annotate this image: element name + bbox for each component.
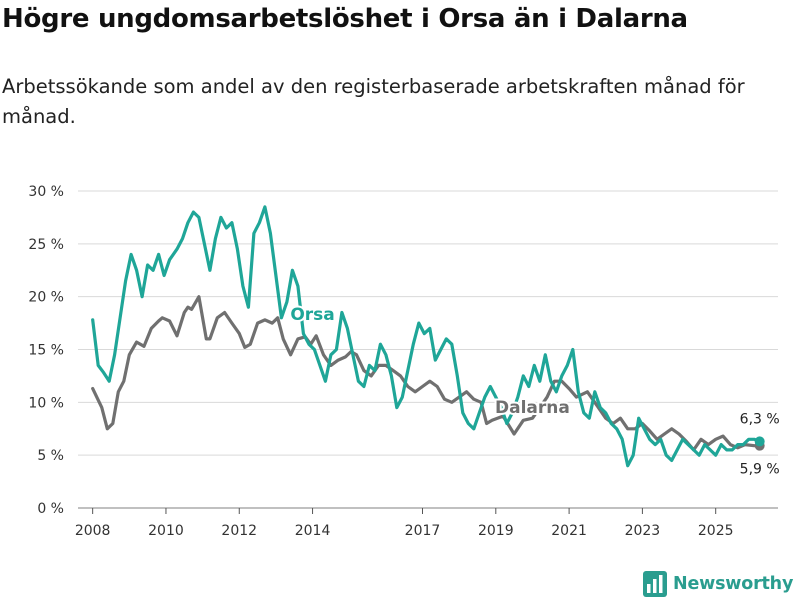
end-marker-orsa — [754, 436, 765, 447]
bar-chart-icon — [643, 571, 667, 597]
x-tick-label: 2012 — [221, 523, 257, 539]
chart-subtitle: Arbetssökande som andel av den registerb… — [2, 75, 745, 128]
y-tick-label: 10 % — [28, 395, 64, 411]
y-tick-label: 20 % — [28, 290, 64, 306]
end-label-dalarna: 5,9 % — [740, 462, 780, 478]
x-tick-label: 2014 — [295, 523, 331, 539]
brand-name: Newsworthy — [673, 574, 794, 594]
x-tick-label: 2025 — [698, 523, 734, 539]
brand-logo: Newsworthy — [643, 569, 793, 599]
x-tick-label: 2010 — [148, 523, 184, 539]
y-tick-label: 15 % — [28, 343, 64, 359]
y-tick-label: 0 % — [37, 501, 64, 517]
x-tick-label: 2019 — [478, 523, 514, 539]
series-line-dalarna — [91, 295, 762, 452]
chart-title: Högre ungdomsarbetslöshet i Orsa än i Da… — [2, 4, 688, 34]
x-tick-label: 2008 — [75, 523, 111, 539]
end-label-orsa: 6,3 % — [740, 411, 780, 427]
series-label-orsa: Orsa — [290, 305, 334, 325]
series-label-dalarna: Dalarna — [495, 398, 570, 418]
x-tick-label: 2021 — [551, 523, 587, 539]
series-line-orsa — [91, 205, 762, 468]
x-tick-label: 2023 — [625, 523, 661, 539]
y-tick-label: 30 % — [28, 184, 64, 200]
y-tick-label: 5 % — [37, 448, 64, 464]
y-tick-label: 25 % — [28, 237, 64, 253]
x-tick-label: 2017 — [405, 523, 441, 539]
